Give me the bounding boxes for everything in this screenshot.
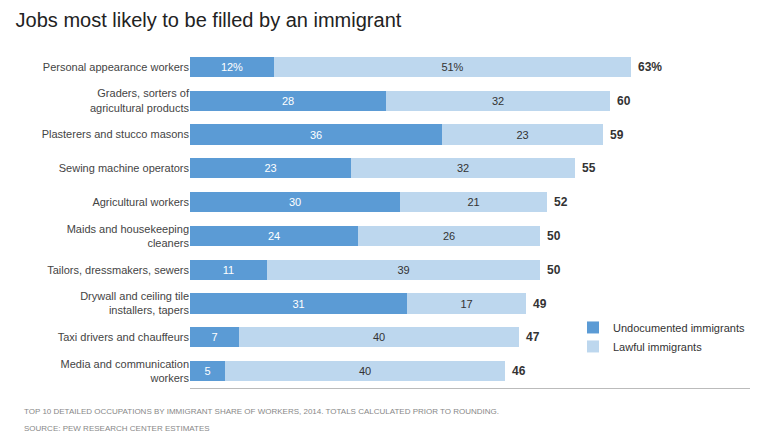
svg-text:47: 47 <box>526 330 540 344</box>
svg-text:Agricultural workers: Agricultural workers <box>92 196 189 208</box>
svg-text:5: 5 <box>204 365 210 377</box>
svg-text:Media and communicationworkers: Media and communicationworkers <box>61 358 190 384</box>
svg-text:Taxi drivers and chauffeurs: Taxi drivers and chauffeurs <box>58 331 190 343</box>
svg-text:63%: 63% <box>638 60 662 74</box>
svg-text:40: 40 <box>373 331 385 343</box>
svg-text:Plasterers and stucco masons: Plasterers and stucco masons <box>42 128 190 140</box>
svg-text:17: 17 <box>460 298 472 310</box>
svg-text:Jobs most likely to be filled: Jobs most likely to be filled by an immi… <box>16 9 402 31</box>
svg-text:36: 36 <box>310 129 322 141</box>
svg-text:28: 28 <box>282 95 294 107</box>
svg-text:51%: 51% <box>441 61 463 73</box>
svg-text:Tailors, dressmakers, sewers: Tailors, dressmakers, sewers <box>47 264 189 276</box>
svg-text:32: 32 <box>492 95 504 107</box>
svg-text:40: 40 <box>359 365 371 377</box>
svg-text:23: 23 <box>516 129 528 141</box>
svg-text:Lawful immigrants: Lawful immigrants <box>613 341 702 353</box>
svg-text:50: 50 <box>547 229 561 243</box>
svg-text:Graders, sorters ofagricultura: Graders, sorters ofagricultural products <box>90 87 190 113</box>
svg-text:26: 26 <box>443 230 455 242</box>
svg-text:52: 52 <box>554 195 568 209</box>
svg-text:55: 55 <box>582 161 596 175</box>
svg-text:SOURCE: PEW RESEARCH CENTER ES: SOURCE: PEW RESEARCH CENTER ESTIMATES <box>24 424 210 433</box>
svg-text:Personal appearance workers: Personal appearance workers <box>43 61 190 73</box>
svg-text:12%: 12% <box>221 61 243 73</box>
svg-text:7: 7 <box>211 331 217 343</box>
svg-text:23: 23 <box>264 162 276 174</box>
svg-text:46: 46 <box>512 364 526 378</box>
svg-text:Undocumented immigrants: Undocumented immigrants <box>613 322 745 334</box>
svg-text:50: 50 <box>547 263 561 277</box>
svg-text:Maids and housekeepingcleaners: Maids and housekeepingcleaners <box>67 223 190 249</box>
svg-text:49: 49 <box>533 297 547 311</box>
svg-text:TOP 10 DETAILED OCCUPATIONS BY: TOP 10 DETAILED OCCUPATIONS BY IMMIGRANT… <box>24 407 499 416</box>
svg-text:Sewing machine operators: Sewing machine operators <box>59 162 190 174</box>
svg-text:31: 31 <box>292 298 304 310</box>
svg-text:11: 11 <box>223 264 234 276</box>
svg-text:60: 60 <box>617 94 631 108</box>
svg-text:30: 30 <box>289 196 301 208</box>
svg-text:32: 32 <box>457 162 469 174</box>
svg-text:21: 21 <box>467 196 479 208</box>
svg-text:39: 39 <box>397 264 409 276</box>
svg-text:59: 59 <box>610 128 624 142</box>
svg-text:24: 24 <box>268 230 280 242</box>
svg-text:Drywall and ceiling tileinstal: Drywall and ceiling tileinstallers, tape… <box>80 290 189 316</box>
